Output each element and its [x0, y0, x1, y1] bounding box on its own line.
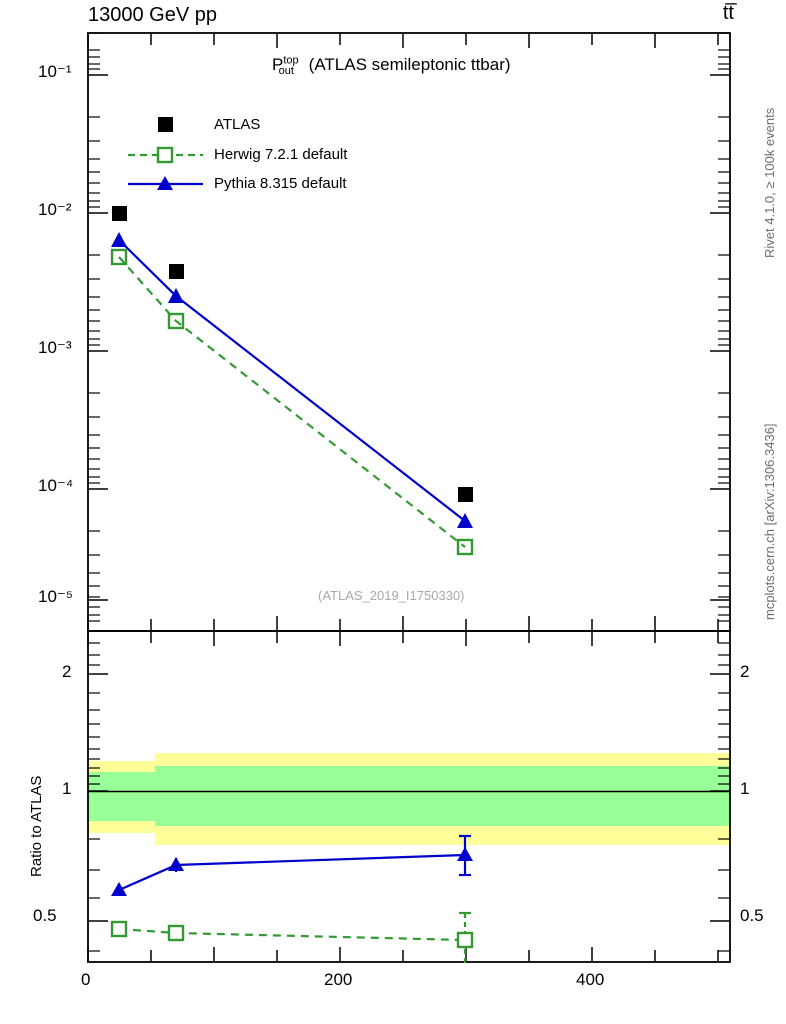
ratio-series-pythia-line — [118, 853, 466, 892]
main-series-atlas-markers — [112, 206, 473, 502]
main-series-pythia-line — [118, 239, 466, 522]
main-panel-y-minor-ticks — [88, 32, 730, 622]
main-panel-y-ticks — [88, 74, 730, 601]
main-series-pythia-markers — [111, 232, 473, 528]
ratio-series-herwig-markers — [110, 920, 474, 949]
main-panel-x-ticks — [87, 33, 719, 48]
legend-marker-herwig — [128, 146, 203, 164]
ratio-uncertainty-bands — [88, 753, 730, 845]
main-panel-x-ticks-bottom — [87, 616, 719, 631]
legend-marker-pythia — [128, 176, 203, 190]
ratio-panel-y-ticks — [88, 673, 730, 922]
main-series-herwig-line — [118, 256, 466, 548]
legend-marker-atlas — [158, 117, 173, 132]
main-panel-frame — [87, 32, 731, 632]
main-series-herwig-markers — [110, 248, 474, 556]
ratio-series-pythia-markers — [111, 847, 473, 896]
ratio-panel-frame — [87, 630, 731, 963]
ratio-panel-y-minor-ticks — [88, 642, 730, 952]
